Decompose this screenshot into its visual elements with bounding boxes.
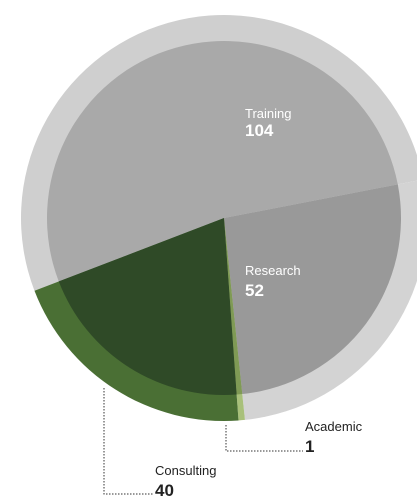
label-training-name: Training	[245, 106, 291, 121]
leader-lines	[103, 388, 303, 495]
leader-line-academic	[225, 425, 303, 452]
label-research-value: 52	[245, 281, 264, 300]
label-consulting-name: Consulting	[155, 463, 216, 478]
slice-academic	[224, 218, 243, 395]
pie-core-layer	[47, 40, 402, 396]
slice-training	[47, 40, 398, 282]
slice-consulting	[58, 218, 237, 396]
label-research-name: Research	[245, 263, 301, 278]
label-training-value: 104	[245, 121, 274, 140]
label-consulting-value: 40	[155, 481, 174, 500]
label-academic-name: Academic	[305, 419, 363, 434]
leader-line-consulting	[103, 388, 153, 495]
slice-research	[224, 184, 402, 395]
label-academic-value: 1	[305, 437, 314, 456]
